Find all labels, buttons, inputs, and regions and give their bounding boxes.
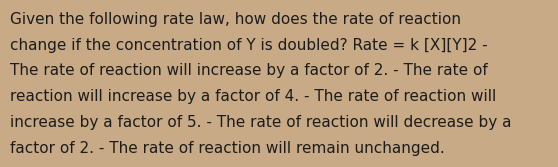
Text: The rate of reaction will increase by a factor of 2. - The rate of: The rate of reaction will increase by a …	[10, 63, 488, 78]
Text: change if the concentration of Y is doubled? Rate = k [X][Y]2 -: change if the concentration of Y is doub…	[10, 38, 488, 53]
Text: Given the following rate law, how does the rate of reaction: Given the following rate law, how does t…	[10, 12, 461, 27]
Text: reaction will increase by a factor of 4. - The rate of reaction will: reaction will increase by a factor of 4.…	[10, 89, 496, 104]
Text: increase by a factor of 5. - The rate of reaction will decrease by a: increase by a factor of 5. - The rate of…	[10, 115, 512, 130]
Text: factor of 2. - The rate of reaction will remain unchanged.: factor of 2. - The rate of reaction will…	[10, 141, 445, 156]
